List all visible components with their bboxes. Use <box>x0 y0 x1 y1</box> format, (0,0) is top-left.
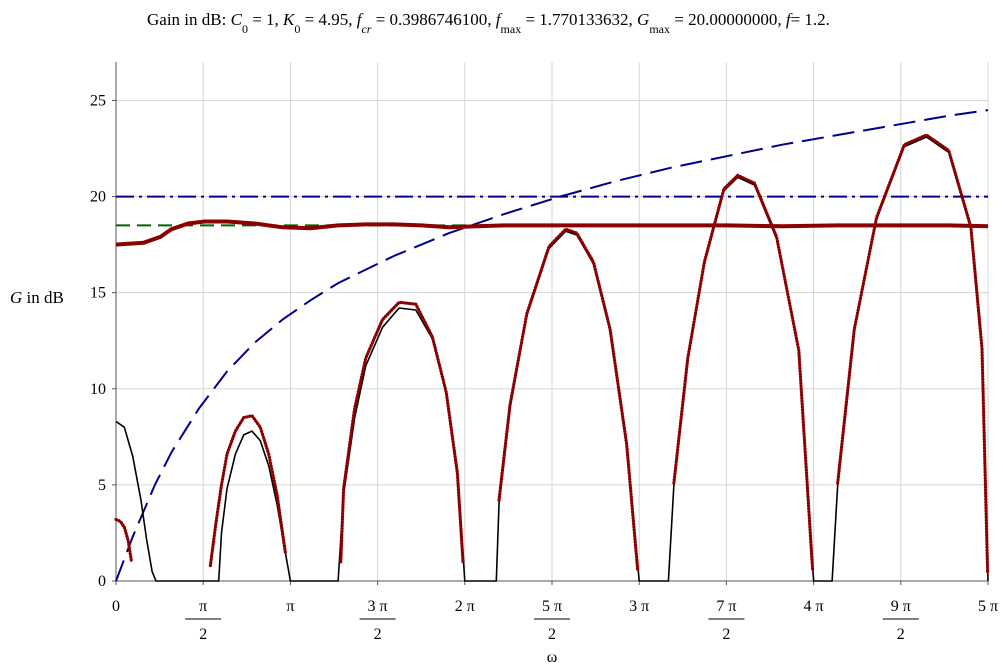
series-dotted-segment <box>836 133 990 573</box>
x-tick-label: 3 π <box>368 598 388 615</box>
tick-labels: 0 5 10 15 20 25 0 π 2 π 3 π 2 2 π 5 π 2 3 π 7 π 2 4 π 9 π 2 5… <box>90 92 998 643</box>
x-tick-label: 5 π <box>978 598 998 615</box>
x-tick-denominator: 2 <box>374 626 382 643</box>
x-tick-label: 5 π <box>542 598 562 615</box>
series-dotted-segment <box>114 517 134 564</box>
x-tick-denominator: 2 <box>199 626 207 643</box>
series-dotted-segment <box>339 300 465 564</box>
x-tick-label: 2 π <box>455 598 475 615</box>
y-tick-label: 5 <box>98 477 106 494</box>
series-dotted-segment <box>497 227 640 573</box>
y-axis-label: G in dB <box>10 288 64 307</box>
series-solid-line <box>115 136 989 582</box>
x-tick-label: 7 π <box>716 598 736 615</box>
axes <box>112 62 989 585</box>
series-layer <box>114 109 990 582</box>
y-tick-label: 15 <box>90 285 106 302</box>
x-axis-label: ω <box>547 649 558 666</box>
grid <box>116 62 989 581</box>
title-text: Gain in dB: C0 = 1, K0 = 4.95, fcr = 0.3… <box>147 10 830 36</box>
y-tick-label: 20 <box>90 189 106 206</box>
x-tick-denominator: 2 <box>897 626 905 643</box>
x-tick-label: π <box>286 598 294 615</box>
y-tick-label: 25 <box>90 92 106 109</box>
x-tick-label: 4 π <box>804 598 824 615</box>
x-tick-label: 9 π <box>891 598 911 615</box>
series-dashed-line <box>115 109 989 582</box>
x-tick-label: 3 π <box>629 598 649 615</box>
x-tick-denominator: 2 <box>722 626 730 643</box>
series-dotted-segment <box>672 173 815 573</box>
x-tick-denominator: 2 <box>548 626 556 643</box>
y-tick-label: 10 <box>90 381 106 398</box>
series-dotted-segment <box>208 413 287 568</box>
x-tick-label: 0 <box>112 598 120 615</box>
x-tick-label: π <box>199 598 207 615</box>
y-tick-label: 0 <box>98 573 106 590</box>
